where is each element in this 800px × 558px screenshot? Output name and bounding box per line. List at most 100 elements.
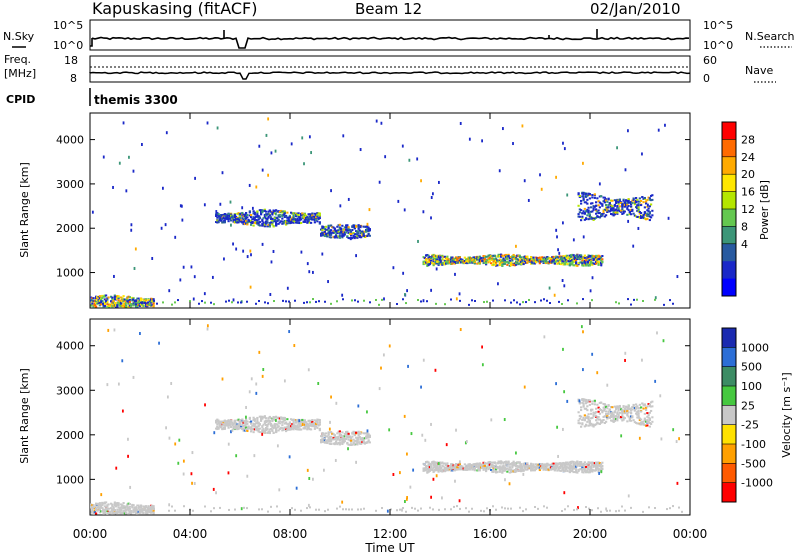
colorbar-label: 24: [741, 151, 755, 164]
echo-cell: [279, 422, 281, 424]
colorbar-label: 4: [741, 238, 748, 251]
echo-cell: [215, 491, 217, 494]
echo-cell: [262, 169, 264, 172]
echo-cell: [275, 430, 277, 432]
echo-cell: [222, 171, 224, 174]
echo-cell: [141, 302, 143, 304]
echo-cell: [228, 300, 230, 302]
echo-cell: [618, 408, 620, 410]
echo-cell: [534, 466, 536, 469]
echo-cell: [301, 136, 303, 139]
echo-cell: [556, 235, 558, 238]
echo-cell: [608, 198, 610, 200]
echo-cell: [213, 488, 215, 491]
echo-cell: [616, 146, 618, 149]
echo-cell: [367, 429, 369, 432]
echo-cell: [357, 404, 359, 407]
echo-cell: [640, 212, 642, 214]
echo-cell: [613, 414, 615, 416]
echo-cell: [648, 208, 650, 210]
echo-cell: [630, 213, 632, 215]
echo-cell: [504, 418, 506, 421]
echo-cell: [249, 250, 251, 253]
echo-cell: [575, 261, 577, 263]
echo-cell: [117, 302, 119, 304]
echo-cell: [586, 409, 588, 411]
echo-cell: [402, 272, 404, 275]
echo-cell: [494, 255, 496, 257]
echo-cell: [579, 211, 581, 213]
echo-cell: [293, 421, 295, 423]
echo-cell: [591, 403, 593, 405]
echo-cell: [389, 344, 391, 347]
echo-cell: [633, 419, 635, 421]
echo-cell: [274, 219, 276, 221]
echo-cell: [630, 304, 632, 306]
echo-cell: [601, 421, 603, 423]
echo-cell: [289, 423, 291, 425]
echo-cell: [355, 225, 357, 227]
echo-cell: [181, 219, 183, 222]
echo-cell: [93, 297, 95, 299]
echo-cell: [648, 414, 650, 416]
echo-cell: [340, 228, 342, 230]
echo-cell: [585, 259, 587, 261]
echo-cell: [99, 295, 101, 297]
echo-cell: [535, 261, 537, 263]
echo-cell: [441, 496, 443, 499]
echo-cell: [355, 432, 357, 434]
echo-cell: [444, 462, 446, 464]
echo-cell: [258, 300, 260, 302]
echo-cell: [659, 394, 661, 397]
echo-cell: [533, 463, 535, 465]
echo-cell: [104, 512, 106, 514]
echo-cell: [318, 300, 320, 302]
echo-cell: [288, 330, 290, 333]
echo-cell: [619, 205, 621, 207]
echo-cell: [493, 262, 495, 264]
echo-cell: [330, 436, 332, 438]
echo-cell: [264, 301, 266, 303]
echo-cell: [245, 416, 247, 419]
echo-cell: [621, 208, 623, 210]
echo-cell: [523, 470, 525, 472]
echo-cell: [420, 300, 422, 302]
echo-cell: [504, 478, 506, 481]
echo-cell: [130, 229, 132, 232]
echo-cell: [601, 462, 603, 464]
echo-cell: [246, 214, 248, 216]
echo-cell: [140, 505, 142, 507]
echo-cell: [204, 403, 206, 406]
echo-cell: [397, 200, 399, 203]
echo-cell: [411, 432, 413, 435]
echo-cell: [656, 331, 658, 334]
echo-cell: [616, 212, 618, 214]
echo-cell: [204, 203, 206, 206]
echo-cell: [654, 380, 656, 383]
echo-cell: [250, 253, 252, 256]
echo-cell: [642, 300, 644, 302]
echo-cell: [319, 424, 321, 426]
echo-cell: [250, 423, 252, 425]
echo-cell: [139, 332, 141, 335]
echo-cell: [241, 206, 243, 209]
echo-cell: [608, 413, 610, 415]
echo-cell: [335, 402, 337, 405]
echo-cell: [355, 461, 357, 464]
echo-cell: [396, 303, 398, 305]
echo-cell: [112, 186, 114, 189]
echo-cell: [459, 300, 461, 302]
echo-cell: [583, 196, 585, 198]
echo-cell: [591, 400, 593, 402]
echo-cell: [599, 413, 601, 415]
echo-cell: [194, 482, 196, 485]
echo-cell: [246, 216, 248, 218]
echo-cell: [286, 418, 288, 420]
echo-cell: [430, 496, 432, 499]
echo-cell: [506, 471, 508, 473]
echo-cell: [322, 226, 324, 229]
echo-cell: [329, 428, 331, 431]
echo-cell: [291, 142, 293, 145]
echo-cell: [363, 300, 365, 302]
